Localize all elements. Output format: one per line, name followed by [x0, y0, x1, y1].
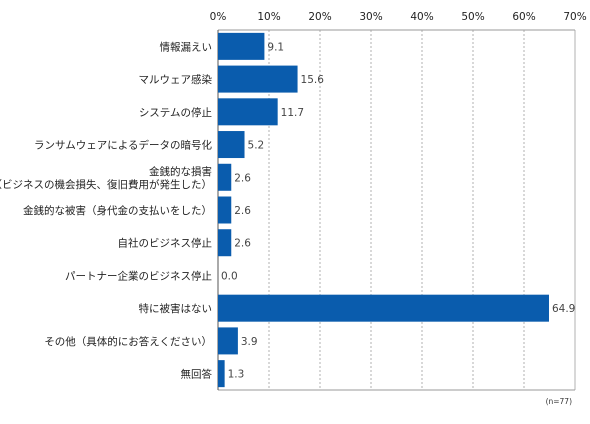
bar: [218, 327, 238, 355]
bar: [218, 294, 549, 322]
category-label: マルウェア感染: [139, 73, 213, 86]
value-label: 0.0: [221, 270, 238, 282]
bar-layer: [218, 32, 549, 388]
x-tick-label: 20%: [308, 11, 331, 23]
x-tick-label: 10%: [257, 11, 280, 23]
x-tick-label: 60%: [512, 11, 535, 23]
value-label: 5.2: [248, 140, 265, 152]
value-label: 15.6: [301, 74, 325, 86]
bar: [218, 360, 225, 388]
sample-size-note: (n=77): [546, 397, 573, 406]
category-labels: 情報漏えいマルウェア感染システムの停止ランサムウェアによるデータの暗号化金銭的な…: [0, 40, 212, 380]
bar: [218, 98, 278, 126]
x-tick-label: 0%: [210, 11, 227, 23]
category-label: その他（具体的にお答えください）: [44, 335, 212, 348]
value-label: 2.6: [234, 205, 251, 217]
bar: [218, 229, 232, 257]
bar: [218, 131, 245, 159]
value-label: 1.3: [228, 369, 245, 381]
x-tick-label: 50%: [461, 11, 484, 23]
category-label: 無回答: [181, 368, 213, 381]
bar: [218, 65, 298, 93]
value-label: 3.9: [241, 336, 258, 348]
category-label: 金銭的な損害: [149, 165, 212, 178]
category-label: 金銭的な被害（身代金の支払いをした）: [23, 204, 212, 217]
value-label: 64.9: [552, 303, 575, 315]
value-label: 2.6: [234, 238, 251, 250]
bar: [218, 196, 232, 224]
x-tick-label: 40%: [410, 11, 433, 23]
value-label: 11.7: [281, 107, 304, 119]
x-tick-labels: 0% 10% 20% 30% 40% 50% 60% 70%: [210, 11, 587, 23]
category-label: 特に被害はない: [139, 302, 213, 315]
value-labels: 9.1 15.6 11.7 5.2 2.6 2.6 2.6 0.0 64.9 3.9 1.3: [221, 41, 575, 380]
x-tick-label: 70%: [563, 11, 586, 23]
bar: [218, 32, 265, 60]
bar: [218, 163, 232, 191]
value-label: 2.6: [234, 172, 251, 184]
category-label: ランサムウェアによるデータの暗号化: [34, 139, 212, 152]
category-label: （ビジネスの機会損失、復旧費用が発生した）: [0, 178, 212, 191]
category-label: 情報漏えい: [160, 40, 213, 53]
x-tick-label: 30%: [359, 11, 382, 23]
category-label: 自社のビジネス停止: [118, 237, 213, 250]
category-label: パートナー企業のビジネス停止: [65, 269, 212, 282]
value-label: 9.1: [267, 41, 284, 53]
category-label: システムの停止: [139, 106, 212, 119]
